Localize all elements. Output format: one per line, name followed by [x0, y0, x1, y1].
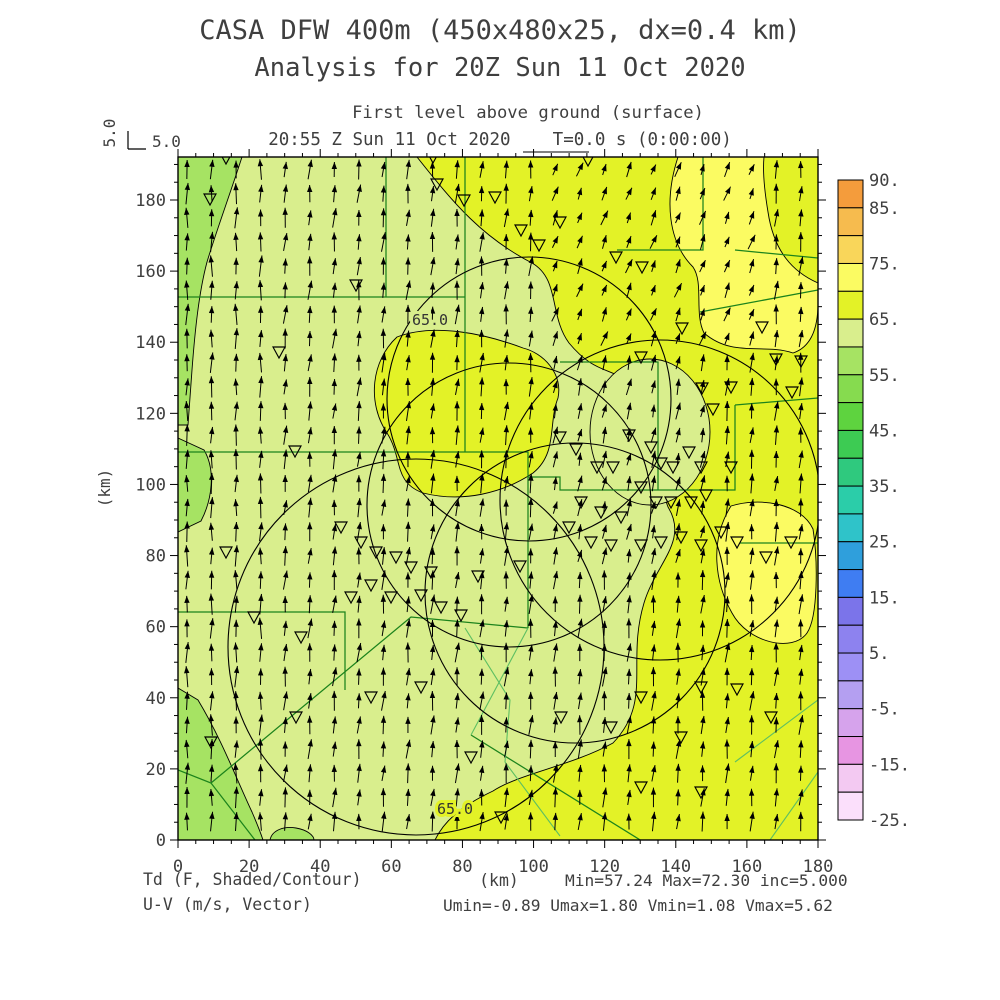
plot-frame — [177, 156, 819, 841]
level-label: First level above ground (surface) — [352, 103, 704, 123]
svg-text:100: 100 — [135, 475, 166, 495]
svg-text:0: 0 — [156, 831, 166, 851]
wind-vectors — [184, 159, 804, 832]
svg-text:180: 180 — [803, 857, 834, 877]
svg-text:160: 160 — [135, 262, 166, 282]
colorbar-label: 15. — [869, 588, 900, 608]
axis-tick-labels: 0 20 40 60 80 100 120 140 160 180 0 20 40 60 80 100 120 1… — [135, 191, 833, 877]
colorbar-label: 85. — [869, 199, 900, 219]
svg-text:60: 60 — [146, 618, 166, 638]
svg-text:120: 120 — [589, 857, 620, 877]
contour-label: 65.0 — [437, 800, 473, 818]
stats-line-1: Min=57.24 Max=72.30 inc=5.000 — [565, 871, 848, 890]
svg-text:20: 20 — [239, 857, 259, 877]
svg-text:20: 20 — [146, 760, 166, 780]
colorbar-label: 55. — [869, 366, 900, 386]
svg-text:140: 140 — [660, 857, 691, 877]
svg-text:40: 40 — [146, 689, 166, 709]
svg-text:100: 100 — [518, 857, 549, 877]
county-boundaries — [178, 157, 818, 840]
colorbar-label: -25. — [869, 811, 910, 831]
vector-field-label: U-V (m/s, Vector) — [143, 895, 312, 914]
colorbar-label: 5. — [869, 644, 889, 664]
vector-scale-horizontal-label: 5.0 — [152, 132, 181, 151]
station-markers — [203, 157, 808, 825]
stats-line-2: Umin=-0.89 Umax=1.80 Vmin=1.08 Vmax=5.62 — [443, 896, 833, 915]
colorbar-label: -15. — [869, 755, 910, 775]
svg-text:0: 0 — [173, 857, 183, 877]
colorbar-label: 75. — [869, 255, 900, 275]
svg-text:120: 120 — [135, 404, 166, 424]
colorbar-label: 25. — [869, 533, 900, 553]
map-shaded-field — [178, 157, 818, 840]
svg-text:40: 40 — [310, 857, 330, 877]
svg-text:80: 80 — [452, 857, 472, 877]
contour-label: 65.0 — [412, 311, 448, 329]
colorbar-label: 65. — [869, 310, 900, 330]
colorbar-label: 45. — [869, 421, 900, 441]
colorbar-label: 90. — [869, 171, 900, 191]
svg-text:140: 140 — [135, 333, 166, 353]
colorbar: 90. 85. 75. 65. 55. 45. 35. 25. 15. 5. -5. -15. -25. — [837, 171, 910, 831]
page-subtitle: Analysis for 20Z Sun 11 Oct 2020 — [254, 53, 746, 83]
shaded-field-label: Td (F, Shaded/Contour) — [143, 870, 362, 889]
svg-text:160: 160 — [732, 857, 763, 877]
valid-time-label: 20:55 Z Sun 11 Oct 2020 T=0.0 s (0:00:00… — [268, 130, 732, 150]
svg-text:80: 80 — [146, 547, 166, 567]
colorbar-label: -5. — [869, 700, 900, 720]
x-axis-label: (km) — [479, 871, 519, 890]
svg-text:180: 180 — [135, 191, 166, 211]
svg-text:60: 60 — [381, 857, 401, 877]
colorbar-label: 35. — [869, 477, 900, 497]
page-title: CASA DFW 400m (450x480x25, dx=0.4 km) — [199, 15, 801, 46]
